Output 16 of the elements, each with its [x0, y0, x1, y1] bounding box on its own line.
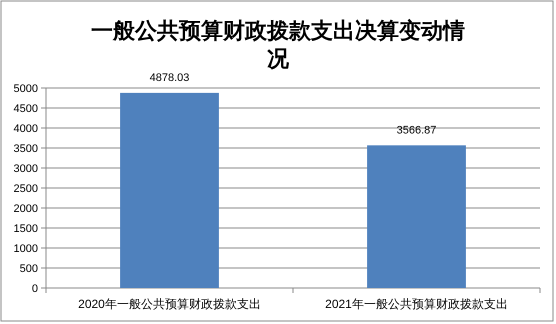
y-tick-label: 2000: [14, 203, 38, 215]
x-tick-label: 2020年一般公共预算财政拨款支出: [78, 297, 261, 311]
y-tick-label: 3500: [14, 143, 38, 155]
y-tick-label: 0: [32, 283, 38, 295]
y-tick-label: 1000: [14, 243, 38, 255]
y-tick-label: 500: [20, 263, 38, 275]
chart-title: 一般公共预算财政拨款支出决算变动情况: [91, 18, 465, 71]
data-label: 3566.87: [396, 124, 436, 136]
x-tick-label: 2021年一般公共预算财政拨款支出: [325, 297, 508, 311]
y-tick-label: 4500: [14, 103, 38, 115]
y-tick-label: 1500: [14, 223, 38, 235]
y-tick-label: 4000: [14, 123, 38, 135]
y-tick-label: 5000: [14, 83, 38, 95]
data-label: 4878.03: [150, 72, 190, 84]
y-tick-label: 2500: [14, 183, 38, 195]
y-tick-label: 3000: [14, 163, 38, 175]
